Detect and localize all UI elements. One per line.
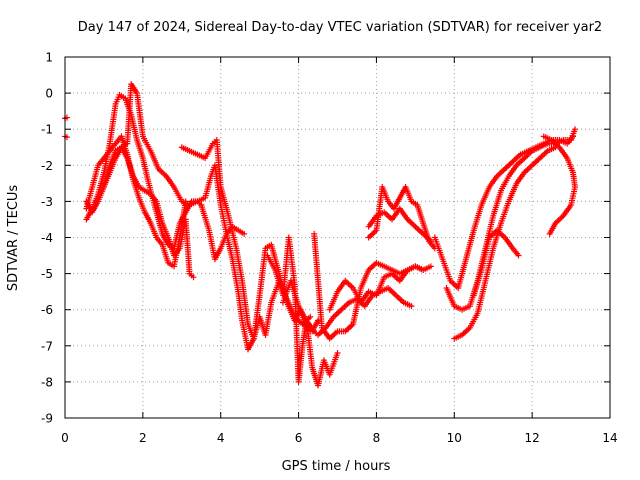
series-arc-18 [470, 227, 522, 299]
x-axis-label: GPS time / hours [282, 459, 391, 474]
x-tick-label: 6 [295, 431, 303, 445]
plus-markers [326, 263, 434, 313]
y-tick-label: -1 [41, 123, 53, 137]
data-points [62, 81, 578, 389]
plus-markers [365, 205, 434, 245]
x-tick-label: 8 [373, 431, 381, 445]
plus-markers [540, 133, 578, 237]
series-arc-17 [451, 144, 559, 342]
plus-markers [311, 230, 427, 342]
plus-markers [83, 144, 197, 281]
series-arc-13 [365, 184, 438, 252]
plus-markers [470, 227, 522, 299]
series-arc-9 [264, 234, 341, 389]
y-tick-label: -3 [41, 195, 53, 209]
y-tick-label: 1 [45, 51, 53, 65]
y-tick-label: -5 [41, 267, 53, 281]
chart-title: Day 147 of 2024, Sidereal Day-to-day VTE… [78, 20, 602, 35]
y-tick-label: -8 [41, 375, 53, 389]
plus-markers [451, 144, 559, 342]
series-arc-8 [198, 202, 314, 353]
series-arc-19 [540, 133, 578, 237]
y-tick-label: -7 [41, 339, 53, 353]
grid-lines [65, 57, 610, 418]
series-arc-14 [365, 205, 434, 245]
plus-markers [198, 202, 314, 353]
series-arc-6 [100, 81, 248, 237]
x-tick-label: 0 [61, 431, 69, 445]
plus-markers [365, 184, 438, 252]
y-tick-label: -6 [41, 303, 53, 317]
series-arc-12 [326, 263, 434, 313]
y-axis-label: SDTVAR / TECUs [6, 185, 21, 292]
y-tick-label: 0 [45, 87, 53, 101]
x-tick-label: 4 [217, 431, 225, 445]
y-tick-label: -4 [41, 231, 53, 245]
x-tick-label: 2 [139, 431, 147, 445]
x-tick-label: 10 [447, 431, 462, 445]
plus-markers [100, 81, 248, 237]
y-tick-label: -9 [41, 412, 53, 426]
y-tick-label: -2 [41, 159, 53, 173]
x-tick-label: 14 [602, 431, 617, 445]
x-tick-label: 12 [525, 431, 540, 445]
